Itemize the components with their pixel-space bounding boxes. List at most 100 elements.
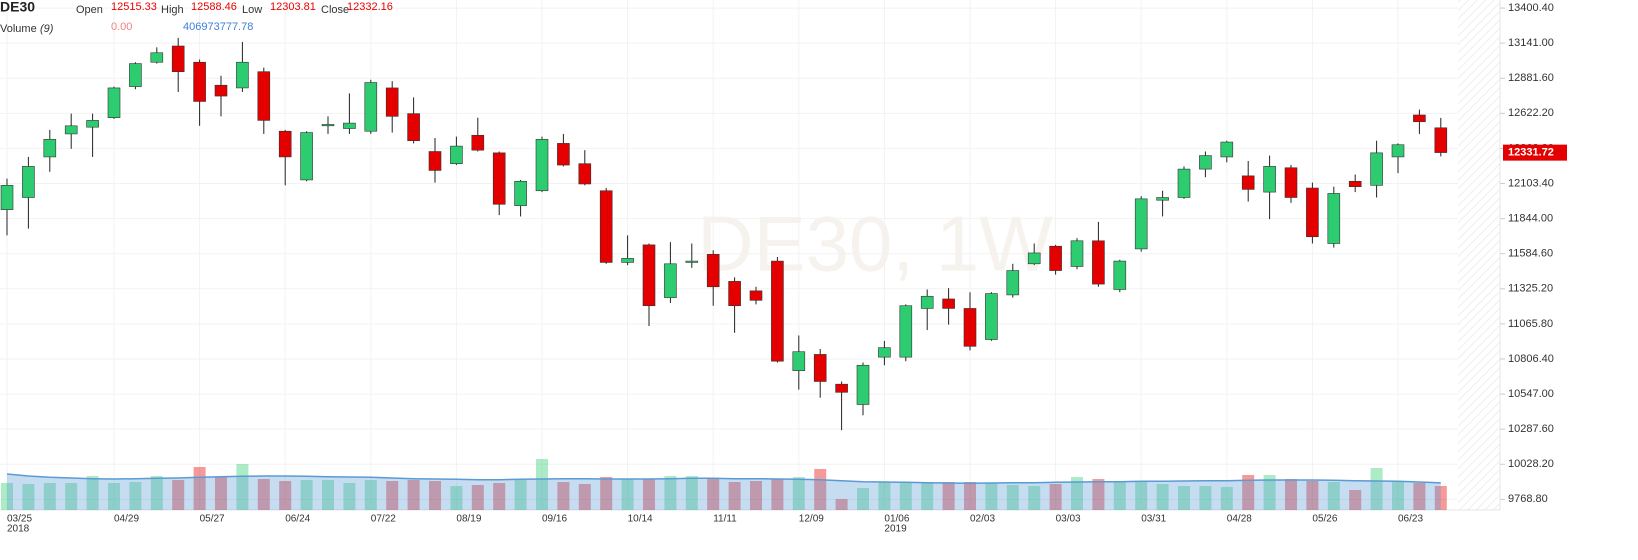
volume-ma-value: 406973777.78: [183, 21, 253, 33]
volume-bar: [1071, 477, 1083, 510]
x-tick-label: 10/14: [628, 514, 653, 525]
y-tick-label: 11584.60: [1508, 248, 1553, 260]
candle-body: [278, 130, 292, 158]
candle-body: [878, 347, 891, 358]
volume-bar: [1006, 485, 1019, 510]
volume-bar: [257, 479, 270, 510]
candle-body: [792, 351, 806, 371]
x-year-label: 2019: [884, 524, 907, 535]
symbol: DE30: [0, 0, 35, 15]
candle-body: [193, 61, 206, 102]
candle-body: [300, 132, 313, 181]
volume-bar: [664, 476, 677, 510]
candle-body: [813, 354, 827, 382]
volume-bar: [578, 484, 591, 510]
candle-body: [514, 180, 527, 206]
candle-body: [1113, 260, 1127, 290]
last-price-label: 12331.72: [1508, 147, 1554, 159]
header-label: Open: [76, 4, 103, 16]
x-tick-label: 02/03: [970, 514, 995, 525]
y-tick-label: 12103.40: [1508, 177, 1554, 189]
candle-body: [129, 63, 142, 87]
candle-body: [1370, 152, 1383, 186]
candle-body: [321, 124, 335, 127]
volume-pane: [1, 459, 1447, 510]
candle-body: [749, 290, 763, 301]
candle-body: [728, 281, 741, 307]
candle-body: [150, 52, 164, 63]
candle-body: [492, 152, 506, 205]
volume-bar: [1049, 484, 1062, 510]
candle-body: [407, 113, 420, 141]
volume-bar: [1306, 481, 1319, 510]
y-tick-label: 12622.20: [1508, 107, 1554, 119]
candle-body: [1177, 168, 1191, 198]
last-price-badge: [1503, 144, 1567, 161]
volume-ma-line: [6, 473, 1441, 485]
candle-body: [985, 293, 998, 340]
y-tick-label: 11065.80: [1508, 318, 1553, 330]
candle-body: [1284, 167, 1298, 198]
volume-bar: [643, 479, 655, 510]
volume-bar: [129, 482, 142, 510]
candle-body: [920, 295, 934, 309]
volume-bar: [1285, 479, 1297, 510]
candle-body: [64, 125, 78, 135]
volume-bar: [921, 482, 934, 510]
candle-body: [1156, 197, 1169, 201]
candle-body: [771, 260, 784, 362]
x-tick-label: 08/19: [456, 514, 481, 525]
y-tick-label: 10287.60: [1508, 423, 1554, 435]
x-tick-label: 12/09: [799, 514, 824, 525]
volume-bar: [621, 479, 634, 510]
volume-bar: [22, 484, 35, 510]
x-tick-label: 03/03: [1056, 514, 1081, 525]
volume-bar: [792, 477, 805, 510]
candle-body: [1391, 144, 1405, 158]
header-value: 12303.81: [270, 1, 316, 13]
candle-body: [214, 84, 228, 97]
volume-bar: [1392, 482, 1404, 510]
x-tick-label: 04/28: [1227, 514, 1252, 525]
candle-body: [942, 298, 955, 309]
header-value: 12588.46: [191, 1, 237, 13]
x-tick-label: 04/29: [114, 514, 139, 525]
x-tick-label: 03/25: [7, 514, 32, 525]
volume-bar: [1413, 483, 1426, 510]
volume-bar: [429, 481, 441, 510]
volume-bar: [300, 480, 313, 510]
candle-body: [22, 166, 35, 198]
volume-bar: [343, 483, 356, 510]
volume-bar: [1370, 468, 1383, 510]
volume-bar: [964, 482, 976, 510]
volume-bar: [386, 481, 399, 510]
candle-body: [86, 120, 99, 128]
candle-body: [599, 190, 613, 263]
header-label: Close: [321, 4, 349, 16]
y-tick-label: 11844.00: [1508, 213, 1553, 225]
y-tick-label: 11325.20: [1508, 283, 1553, 295]
candle-body: [535, 139, 549, 192]
volume-bar: [557, 482, 570, 510]
volume-bar: [878, 482, 891, 510]
volume-bar: [771, 479, 784, 510]
volume-bar: [1263, 475, 1276, 510]
x-tick-label: 07/22: [371, 514, 396, 525]
volume-bar: [364, 480, 377, 510]
candle-body: [1348, 180, 1362, 187]
volume-bar: [728, 482, 741, 510]
candle-body: [450, 145, 463, 164]
header-value: 12515.33: [111, 1, 157, 13]
x-tick-label: 05/26: [1312, 514, 1337, 525]
volume-bar: [150, 476, 163, 510]
y-tick-label: 9768.80: [1508, 493, 1548, 505]
volume-bar: [1, 483, 13, 510]
volume-period: (9): [40, 23, 54, 35]
header-label: Low: [242, 4, 262, 16]
volume-bar: [108, 483, 120, 510]
y-tick-label: 13400.40: [1508, 2, 1554, 14]
x-tick-label: 06/24: [285, 514, 310, 525]
y-tick-label: 12881.60: [1508, 72, 1554, 84]
